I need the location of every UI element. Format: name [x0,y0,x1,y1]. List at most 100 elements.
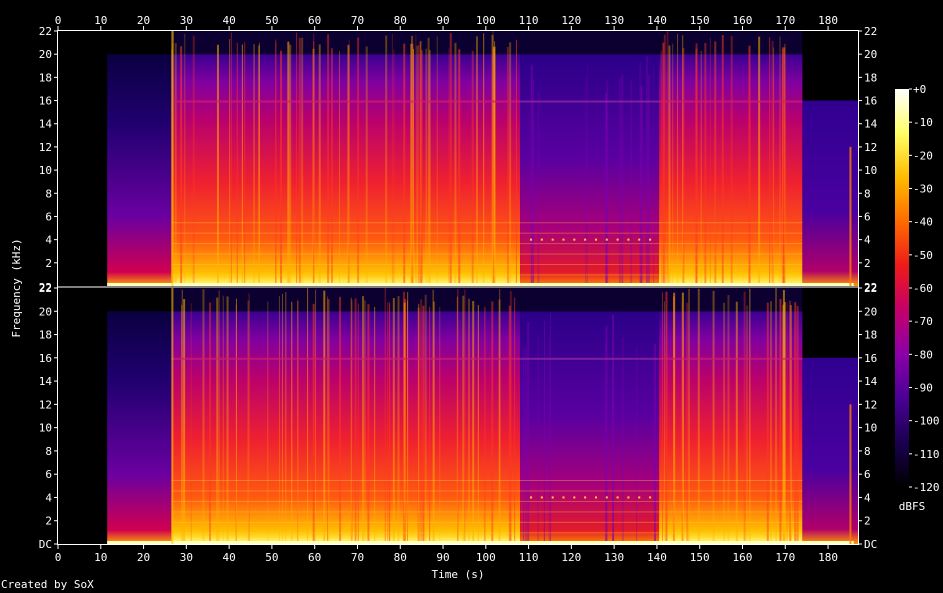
colorbar-tick-label: -40 [913,216,933,229]
y-tick-label-left: 20 [39,305,52,318]
y-tick-label-right: 6 [864,468,871,481]
y-tick-label-left: 6 [45,468,52,481]
x-tick-label-top: 10 [94,14,107,27]
x-tick-label-bottom: 80 [394,551,407,564]
x-tick-label-bottom: 150 [690,551,710,564]
y-axis-label: Frequency (kHz) [10,238,23,337]
created-by-credit: Created by SoX [1,578,94,591]
y-tick-label-left: 22 [39,282,52,295]
y-tick-label-right: 20 [864,48,877,61]
y-tick-label-left: 16 [39,95,52,108]
y-tick-label-right: 6 [864,210,871,223]
y-tick-label-right: 16 [864,95,877,108]
x-axis-label: Time (s) [432,568,485,581]
colorbar-tick-label: -90 [913,382,933,395]
segment-quiet-intro [107,54,172,286]
x-tick-label-bottom: 0 [55,551,62,564]
y-tick-label-right: 14 [864,118,878,131]
x-tick-label-bottom: 160 [733,551,753,564]
segment-loud [171,54,521,286]
colorbar-tick-label: -80 [913,348,933,361]
x-tick-label-top: 90 [436,14,449,27]
y-tick-label-left: 10 [39,422,52,435]
x-tick-label-bottom: 50 [265,551,278,564]
y-tick-label-left: 6 [45,210,52,223]
x-tick-label-top: 30 [180,14,193,27]
y-tick-label-right: 2 [864,257,871,270]
x-tick-label-bottom: 70 [351,551,364,564]
y-tick-label-right: 12 [864,141,877,154]
y-tick-label-left: DC [39,538,52,551]
y-tick-label-left: 2 [45,257,52,270]
y-tick-label-right: 16 [864,352,877,365]
x-tick-label-top: 50 [265,14,278,27]
y-tick-label-left: 10 [39,164,52,177]
x-tick-label-bottom: 130 [604,551,624,564]
y-tick-label-left: 12 [39,141,52,154]
y-tick-label-right: 2 [864,515,871,528]
y-tick-label-right: 10 [864,164,877,177]
x-tick-label-bottom: 20 [137,551,150,564]
segment-loud [171,311,521,544]
x-tick-label-top: 110 [519,14,539,27]
colorbar: +0 -10 -20 -30 -40 -50 -60 -70 -80 -90 -100 -110 -12… [895,83,940,494]
y-tick-label-left: 4 [45,491,52,504]
y-tick-label-right: 18 [864,329,877,342]
segment-quiet-intro [107,311,172,544]
y-tick-label-left: 20 [39,48,52,61]
x-tick-label-top: 130 [604,14,624,27]
x-tick-label-top: 170 [775,14,795,27]
colorbar-tick-label: -70 [913,315,933,328]
x-tick-label-top: 40 [222,14,235,27]
x-tick-label-top: 180 [818,14,838,27]
y-tick-label-left: 22 [39,281,52,294]
channel-2-spectrogram [58,288,858,544]
x-tick-label-top: 160 [733,14,753,27]
colorbar-tick-label: -110 [913,448,940,461]
x-tick-label-top: 20 [137,14,150,27]
colorbar-tick-label: -30 [913,183,933,196]
x-tick-label-top: 120 [561,14,581,27]
y-tick-label-left: 8 [45,445,52,458]
colorbar-tick-label: -60 [913,282,933,295]
x-tick-label-top: 150 [690,14,710,27]
segment-loud [659,54,803,286]
colorbar-tick-label: -20 [913,149,933,162]
y-tick-label-left: 18 [39,71,52,84]
y-tick-label-right: DC [864,538,877,551]
y-tick-label-right: 8 [864,445,871,458]
x-tick-label-bottom: 40 [222,551,235,564]
y-tick-label-left: 4 [45,234,52,247]
segment-soft [520,54,660,286]
y-tick-label-right: 4 [864,491,871,504]
x-tick-label-bottom: 180 [818,551,838,564]
y-tick-label-left: 16 [39,352,52,365]
x-tick-label-bottom: 140 [647,551,667,564]
x-tick-label-bottom: 30 [180,551,193,564]
y-tick-label-right: 14 [864,375,878,388]
y-tick-label-right: 12 [864,398,877,411]
y-tick-label-left: 14 [39,375,53,388]
y-tick-label-right: 22 [864,25,877,38]
x-tick-label-top: 70 [351,14,364,27]
segment-soft [520,311,660,544]
segment-fade-out [802,100,858,286]
x-tick-label-bottom: 100 [476,551,496,564]
y-tick-label-left: 8 [45,187,52,200]
x-tick-label-top: 140 [647,14,667,27]
y-tick-label-right: 18 [864,71,877,84]
colorbar-tick-label: -100 [913,415,940,428]
y-tick-label-right: 4 [864,234,871,247]
y-tick-label-right: 22 [864,282,877,295]
colorbar-tick-label: -120 [913,481,940,494]
x-tick-label-bottom: 110 [519,551,539,564]
colorbar-tick-label: -10 [913,116,933,129]
y-tick-label-left: 12 [39,398,52,411]
y-tick-label-left: 14 [39,118,53,131]
colorbar-tick-label: +0 [913,83,926,96]
y-tick-label-right: 10 [864,422,877,435]
x-tick-label-bottom: 10 [94,551,107,564]
channel-panels [58,31,858,544]
x-tick-label-top: 60 [308,14,321,27]
segment-fade-out [802,357,858,544]
